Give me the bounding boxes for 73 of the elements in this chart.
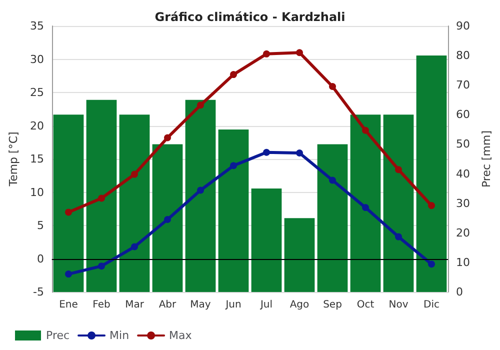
y-tick-label: 20: [30, 119, 44, 132]
legend-label: Prec: [46, 329, 70, 342]
bar: [185, 100, 216, 292]
point: [197, 102, 204, 109]
bar: [119, 114, 150, 292]
x-tick-label: Jul: [259, 300, 273, 310]
point: [230, 162, 237, 170]
x-tick-label: Abr: [158, 300, 178, 310]
x-tick-label: Dic: [424, 300, 440, 310]
bar: [317, 144, 348, 292]
point: [362, 126, 369, 134]
point: [296, 49, 303, 56]
legend-label: Max: [169, 329, 192, 342]
point: [395, 233, 402, 240]
point: [131, 243, 138, 250]
point: [395, 166, 402, 174]
bar: [416, 56, 447, 292]
point: [263, 148, 270, 156]
x-tick-label: Ene: [59, 300, 78, 310]
point: [362, 204, 369, 212]
y-tick-label: 35: [30, 20, 44, 32]
x-tick-label: Mar: [125, 300, 145, 310]
bar: [251, 188, 282, 292]
bar: [86, 100, 117, 292]
point: [230, 71, 237, 78]
point: [329, 83, 336, 90]
x-tick-label: May: [190, 300, 211, 310]
bar: [284, 218, 315, 292]
y-tick-label: 10: [30, 186, 44, 199]
y-tick-label: 15: [30, 152, 44, 166]
y-tick-label: 5: [37, 219, 44, 232]
legend-label: Min: [110, 329, 130, 342]
x-tick-label: Sep: [323, 300, 342, 310]
y2-tick-label: 50: [456, 138, 470, 151]
point: [164, 216, 171, 224]
y-tick-label: 30: [30, 52, 44, 66]
x-tick-label: Nov: [388, 300, 408, 310]
x-tick-label: Ago: [290, 300, 310, 310]
chart-title: Gráfico climático - Kardzhali: [154, 10, 346, 24]
bar: [53, 114, 84, 292]
point: [296, 150, 303, 157]
point: [65, 270, 72, 278]
y2-tick-label: 0: [456, 286, 463, 298]
x-tick-label: Feb: [92, 300, 110, 310]
y2-tick-label: 90: [456, 20, 470, 32]
y-tick-label: -5: [33, 286, 44, 298]
x-tick-label: Oct: [356, 300, 374, 310]
point: [98, 194, 105, 202]
x-tick-label: Jun: [224, 300, 242, 310]
y-axis-title: Temp [°C]: [7, 132, 20, 188]
point: [65, 208, 72, 216]
point: [164, 134, 171, 142]
point: [263, 50, 270, 58]
bar: [350, 114, 381, 292]
bar: [152, 144, 183, 292]
y-tick-label: 25: [30, 86, 44, 99]
y2-axis-title: Prec [mm]: [480, 130, 493, 188]
y2-tick-label: 10: [456, 256, 470, 269]
y2-tick-label: 60: [456, 108, 470, 122]
point: [428, 202, 435, 210]
y2-tick-label: 70: [456, 78, 470, 92]
point: [428, 260, 435, 268]
bar: [218, 129, 249, 292]
y2-tick-label: 20: [456, 226, 470, 240]
bar: [383, 114, 414, 292]
point: [131, 170, 138, 178]
point: [98, 262, 105, 270]
y2-tick-label: 40: [456, 167, 470, 180]
point: [329, 176, 336, 184]
y-tick-label: 0: [37, 252, 44, 266]
y2-tick-label: 80: [456, 49, 470, 62]
point: [197, 186, 204, 194]
y2-tick-label: 30: [456, 196, 470, 210]
